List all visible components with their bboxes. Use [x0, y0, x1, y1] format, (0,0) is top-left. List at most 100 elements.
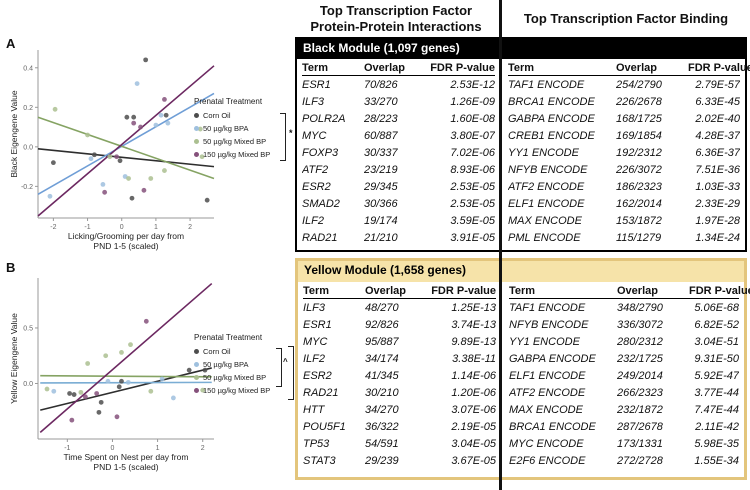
yellow-module-box: Yellow Module (1,658 genes) Term Overlap… — [295, 258, 750, 480]
col-term: Term — [509, 283, 617, 299]
svg-text:0.5: 0.5 — [23, 325, 33, 332]
legend-label: Corn Oil — [203, 347, 231, 356]
svg-text:-0.2: -0.2 — [21, 184, 33, 191]
legend-item-bpa: 50 µg/kg BPA — [194, 122, 344, 135]
table-row: ILF2 34/174 3.38E-11 — [303, 352, 496, 365]
legend-label: 50 µg/kg BPA — [203, 360, 249, 369]
mixed-bp-50-dot-icon — [194, 139, 199, 144]
table-row: BRCA1 ENCODE 287/2678 2.11E-42 — [509, 420, 739, 433]
table-row: CREB1 ENCODE 169/1854 4.28E-37 — [508, 129, 740, 142]
svg-text:Black Eigengene Value: Black Eigengene Value — [9, 90, 19, 178]
col-term: Term — [303, 283, 365, 299]
svg-text:Licking/Grooming per day from: Licking/Grooming per day from — [68, 231, 184, 241]
table-row: TAF1 ENCODE 348/2790 5.06E-68 — [509, 301, 739, 314]
mixed-bp-50-dot-icon — [194, 375, 199, 380]
black-ppi-table: Term Overlap FDR P-value ESR1 70/826 2.53E… — [302, 60, 495, 246]
legend-label: 150 µg/kg Mixed BP — [203, 150, 271, 159]
legend-label: 50 µg/kg BPA — [203, 124, 249, 133]
svg-text:0.4: 0.4 — [23, 65, 33, 72]
table-row: MYC 60/887 3.80E-07 — [302, 129, 495, 142]
table-row: ELF1 ENCODE 249/2014 5.92E-47 — [509, 369, 739, 382]
svg-text:2: 2 — [201, 445, 205, 452]
col-overlap: Overlap — [365, 283, 429, 299]
legend-prenatal-treatment-a: Prenatal Treatment Corn Oil 50 µg/kg BPA… — [194, 97, 344, 161]
svg-text:Time Spent on Nest per day fro: Time Spent on Nest per day from — [64, 452, 189, 462]
svg-text:PND 1-5 (scaled): PND 1-5 (scaled) — [93, 241, 158, 251]
yellow-module-title: Yellow Module (1,658 genes) — [298, 261, 744, 282]
table-row: NFYB ENCODE 226/3072 7.51E-36 — [508, 163, 740, 176]
table-row: MYC ENCODE 173/1331 5.98E-35 — [509, 437, 739, 450]
legend-item-corn-oil: Corn Oil — [194, 109, 344, 122]
ppi-header-line1: Top Transcription Factor — [319, 3, 473, 18]
table-row: ESR2 41/345 1.14E-06 — [303, 369, 496, 382]
svg-text:0: 0 — [120, 224, 124, 231]
panel-a-label: A — [6, 36, 16, 51]
table-row: STAT3 29/239 3.67E-05 — [303, 454, 496, 467]
table-row: RAD21 21/210 3.91E-05 — [302, 231, 495, 244]
table-row: YY1 ENCODE 280/2312 3.04E-51 — [509, 335, 739, 348]
table-row: TAF1 ENCODE 254/2790 2.79E-57 — [508, 78, 740, 91]
corn-oil-dot-icon — [194, 349, 199, 354]
svg-text:PND 1-5 (scaled): PND 1-5 (scaled) — [93, 462, 158, 472]
col-term: Term — [302, 60, 364, 76]
legend-label: 50 µg/kg Mixed BP — [203, 137, 267, 146]
table-row: NFYB ENCODE 336/3072 6.82E-52 — [509, 318, 739, 331]
table-row: ESR2 29/345 2.53E-05 — [302, 180, 495, 193]
table-row: ILF2 19/174 3.59E-05 — [302, 214, 495, 227]
binding-section-header: Top Transcription Factor Binding — [523, 11, 729, 26]
bpa-dot-icon — [194, 126, 199, 131]
col-term: Term — [508, 60, 616, 76]
significance-bracket-inner — [276, 348, 282, 387]
significance-bracket-outer — [288, 346, 294, 400]
legend-item-mixed-bp-50: 50 µg/kg Mixed BP — [194, 135, 344, 148]
legend-item-mixed-bp-50: 50 µg/kg Mixed BP — [194, 371, 344, 384]
legend-title: Prenatal Treatment — [194, 97, 263, 106]
legend-item-corn-oil: Corn Oil — [194, 345, 344, 358]
table-row: SMAD2 30/366 2.53E-05 — [302, 197, 495, 210]
black-module-box: Black Module (1,097 genes) Term Overlap … — [295, 37, 750, 252]
table-row: FOXP3 30/337 7.02E-06 — [302, 146, 495, 159]
col-fdr: FDR P-value — [429, 283, 496, 299]
legend-item-mixed-bp-150: 150 µg/kg Mixed BP — [194, 148, 344, 161]
yellow-ppi-table: Term Overlap FDR P-value ILF3 48/270 1.25E… — [303, 283, 496, 469]
legend-label: Corn Oil — [203, 111, 231, 120]
table-row: PML ENCODE 115/1279 1.34E-24 — [508, 231, 740, 244]
table-row: ATF2 ENCODE 186/2323 1.03E-33 — [508, 180, 740, 193]
table-row: ILF3 33/270 1.26E-09 — [302, 95, 495, 108]
svg-text:1: 1 — [156, 445, 160, 452]
legend-label: 150 µg/kg Mixed BP — [203, 386, 271, 395]
table-row: ATF2 23/219 8.93E-06 — [302, 163, 495, 176]
legend-label: 50 µg/kg Mixed BP — [203, 373, 267, 382]
ppi-header-line2: Protein-Protein Interactions — [310, 19, 482, 34]
table-row: MAX ENCODE 153/1872 1.97E-28 — [508, 214, 740, 227]
svg-text:0: 0 — [111, 445, 115, 452]
black-module-title: Black Module (1,097 genes) — [297, 39, 745, 59]
bpa-dot-icon — [194, 362, 199, 367]
mixed-bp-150-dot-icon — [194, 388, 199, 393]
corn-oil-dot-icon — [194, 113, 199, 118]
table-row: YY1 ENCODE 192/2312 6.36E-37 — [508, 146, 740, 159]
table-row: MYC 95/887 9.89E-13 — [303, 335, 496, 348]
significance-asterisk: * — [289, 128, 293, 138]
table-row: MAX ENCODE 232/1872 7.47E-44 — [509, 403, 739, 416]
table-row: POLR2A 28/223 1.60E-08 — [302, 112, 495, 125]
ppi-section-header: Top Transcription Factor Protein-Protein… — [295, 3, 497, 35]
svg-text:2: 2 — [188, 224, 192, 231]
col-overlap: Overlap — [617, 283, 689, 299]
yellow-binding-table: Term Overlap FDR P-value TAF1 ENCODE 348/… — [509, 283, 750, 469]
svg-text:Yellow Eigengene Value: Yellow Eigengene Value — [9, 313, 19, 404]
svg-text:1: 1 — [154, 224, 158, 231]
table-row: E2F6 ENCODE 272/2728 1.55E-34 — [509, 454, 739, 467]
significance-caret: ^ — [283, 357, 288, 366]
col-overlap: Overlap — [364, 60, 428, 76]
legend-title: Prenatal Treatment — [194, 333, 263, 342]
table-row: RAD21 30/210 1.20E-06 — [303, 386, 496, 399]
table-row: BRCA1 ENCODE 226/2678 6.33E-45 — [508, 95, 740, 108]
col-fdr: FDR P-value — [689, 283, 750, 299]
table-row: TP53 54/591 3.04E-05 — [303, 437, 496, 450]
black-binding-table: Term Overlap FDR P-value TAF1 ENCODE 254/… — [508, 60, 750, 246]
table-row: ILF3 48/270 1.25E-13 — [303, 301, 496, 314]
legend-item-bpa: 50 µg/kg BPA — [194, 358, 344, 371]
legend-item-mixed-bp-150: 150 µg/kg Mixed BP — [194, 384, 344, 397]
